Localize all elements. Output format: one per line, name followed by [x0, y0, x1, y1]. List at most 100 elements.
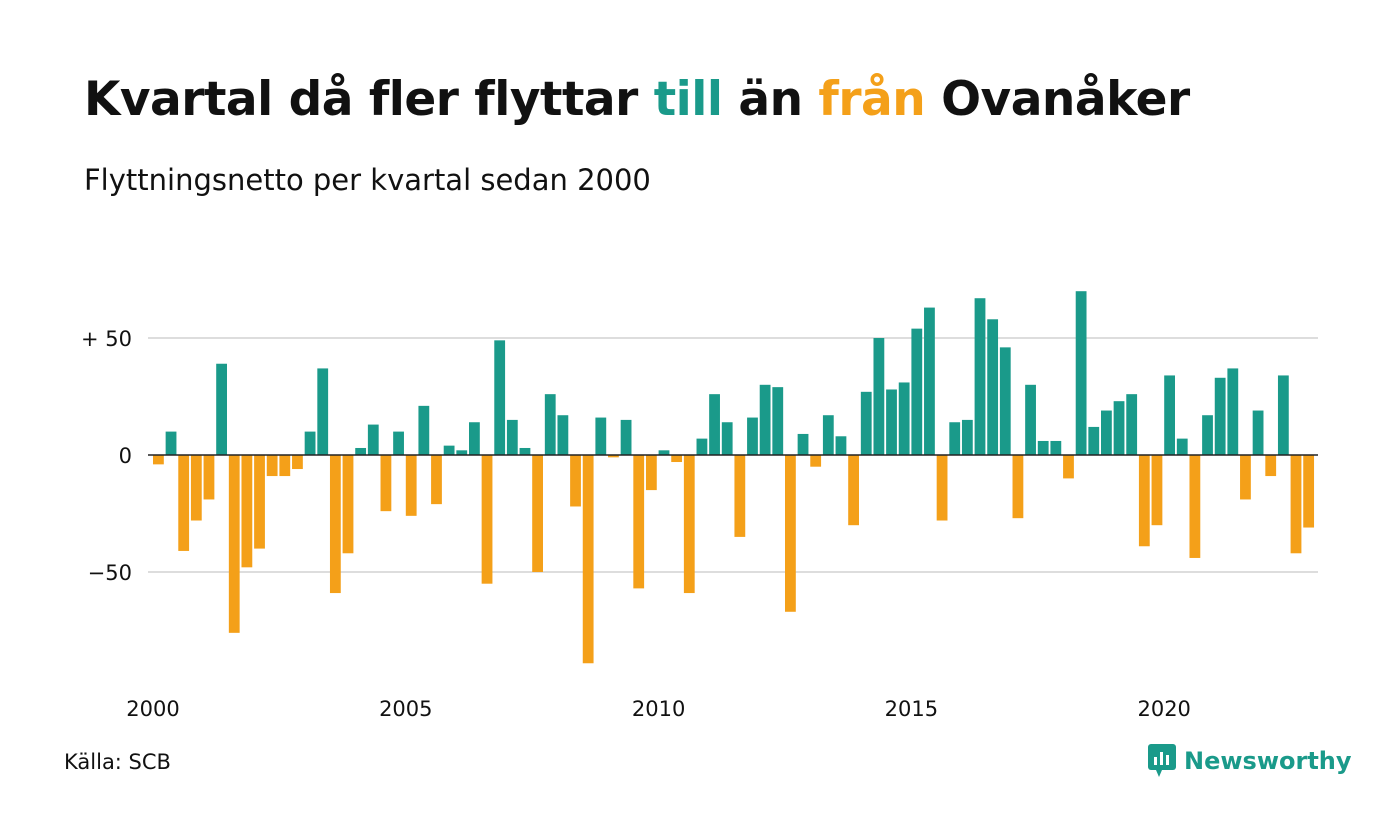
- bar: [228, 455, 240, 633]
- y-axis-labels: + 50 0 −50: [81, 327, 132, 585]
- bar: [848, 455, 859, 526]
- bar: [658, 450, 670, 455]
- x-tick-label: 2010: [632, 697, 685, 721]
- bar: [532, 455, 543, 572]
- x-tick-label: 2000: [126, 697, 179, 721]
- bar: [1303, 455, 1315, 528]
- bar: [1025, 384, 1036, 455]
- chart-subtitle: Flyttningsnetto per kvartal sedan 2000: [84, 163, 651, 197]
- bar: [329, 455, 341, 594]
- bar: [380, 455, 392, 512]
- bar: [747, 417, 758, 455]
- bar: [317, 368, 329, 455]
- bar: [582, 455, 594, 664]
- newsworthy-logo-icon: [1148, 744, 1176, 777]
- bar: [759, 384, 771, 455]
- grid-lines: [148, 337, 1318, 573]
- y-tick-label: 0: [119, 444, 132, 468]
- bar: [405, 455, 417, 516]
- y-tick-label: −50: [88, 561, 132, 585]
- bar: [1240, 455, 1251, 500]
- bar: [1176, 438, 1188, 455]
- bar: [1101, 410, 1112, 455]
- bar: [418, 405, 430, 455]
- bar: [544, 394, 556, 455]
- bar: [772, 387, 784, 455]
- bar: [443, 445, 455, 455]
- bar: [696, 438, 708, 455]
- bar: [469, 422, 480, 455]
- bar: [1290, 455, 1302, 554]
- bar: [1113, 401, 1125, 455]
- bar: [810, 455, 822, 467]
- bar: [898, 382, 910, 455]
- bar: [456, 450, 468, 455]
- x-tick-label: 2005: [379, 697, 432, 721]
- bar: [734, 455, 746, 537]
- bar: [178, 455, 190, 551]
- chart-title: Kvartal då fler flyttar till än från Ova…: [84, 72, 1190, 127]
- bar: [431, 455, 442, 505]
- bar: [608, 455, 619, 458]
- bar: [1164, 375, 1175, 455]
- bar: [1151, 455, 1163, 526]
- bar: [999, 347, 1011, 455]
- bar-chart: + 50 0 −50 2000 2005 2010 2015 2020: [81, 291, 1318, 721]
- bar: [683, 455, 695, 594]
- bar: [1252, 410, 1264, 455]
- bar: [203, 455, 215, 500]
- bar: [860, 391, 872, 455]
- bar: [481, 455, 493, 584]
- title-part1: Kvartal då fler flyttar: [84, 72, 654, 127]
- bar: [393, 431, 404, 455]
- bar: [1050, 440, 1062, 455]
- x-axis-labels: 2000 2005 2010 2015 2020: [126, 697, 1191, 721]
- bars: [153, 291, 1315, 664]
- bar: [1265, 455, 1277, 477]
- bar: [1088, 426, 1100, 455]
- bar: [519, 447, 531, 455]
- bar: [645, 455, 657, 491]
- bar: [1202, 415, 1213, 455]
- bar: [911, 328, 923, 455]
- bar: [797, 433, 809, 455]
- x-tick-label: 2015: [885, 697, 938, 721]
- bar: [1012, 455, 1024, 519]
- bar: [671, 455, 683, 463]
- title-highlight-till: till: [653, 72, 723, 127]
- title-part2: än: [722, 72, 819, 127]
- bar: [633, 455, 645, 589]
- bar: [835, 436, 847, 455]
- newsworthy-logo[interactable]: Newsworthy: [1148, 744, 1352, 778]
- bar: [1126, 394, 1138, 455]
- bar: [292, 455, 303, 470]
- bar: [153, 455, 164, 465]
- bar: [949, 422, 961, 455]
- y-tick-label: + 50: [81, 327, 132, 351]
- bar: [254, 455, 265, 549]
- bar: [190, 455, 202, 521]
- bar: [557, 415, 569, 455]
- bar: [1189, 455, 1201, 558]
- bar: [936, 455, 948, 521]
- bar: [873, 338, 885, 455]
- bar: [367, 424, 379, 455]
- title-highlight-fran: från: [818, 72, 926, 127]
- bar: [886, 389, 897, 455]
- bar: [1214, 377, 1226, 455]
- bar: [961, 419, 973, 455]
- bar: [342, 455, 354, 554]
- bar: [620, 419, 632, 455]
- title-part3: Ovanåker: [925, 72, 1190, 127]
- bar: [266, 455, 278, 477]
- bar: [595, 417, 607, 455]
- bar: [165, 431, 177, 455]
- bar: [216, 363, 227, 455]
- x-tick-label: 2020: [1137, 697, 1190, 721]
- bar: [1227, 368, 1239, 455]
- bar: [494, 340, 506, 455]
- source-note: Källa: SCB: [64, 750, 171, 774]
- bar: [304, 431, 316, 455]
- bar: [1063, 455, 1074, 479]
- bar: [822, 415, 834, 455]
